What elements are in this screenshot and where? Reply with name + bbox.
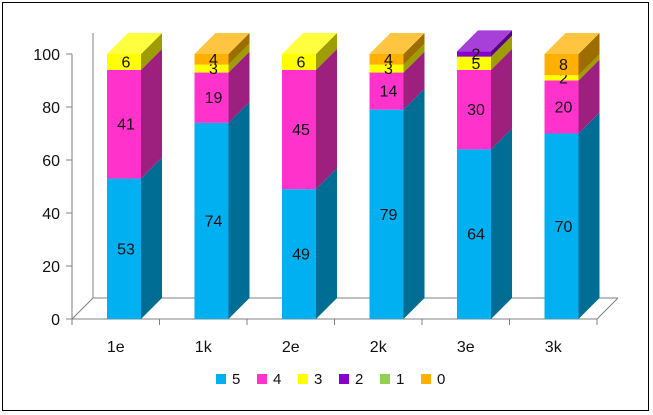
data-label: 5 (472, 56, 481, 73)
data-label: 41 (117, 117, 135, 134)
x-tick-label: 1e (107, 339, 125, 356)
bar-segment-side (403, 43, 425, 73)
bar-segment (194, 64, 229, 73)
x-tick-label: 3k (545, 339, 563, 356)
bar-segment-side (491, 35, 512, 70)
bar-segment-side (403, 88, 425, 320)
legend-swatch (339, 374, 349, 384)
bar-segment (544, 75, 579, 81)
legend-label: 0 (437, 371, 445, 388)
legend-label: 4 (273, 371, 281, 388)
bar-segment (282, 54, 316, 70)
bar-segment (369, 109, 404, 320)
data-label: 3 (384, 61, 393, 78)
bar-segment (369, 64, 404, 73)
bar-segment (194, 122, 229, 320)
legend-swatch (216, 374, 226, 384)
bar-segment-side (578, 33, 600, 76)
bar-segment-top (282, 33, 337, 54)
data-label: 30 (467, 102, 485, 119)
data-label: 2 (559, 70, 568, 87)
legend-label: 1 (396, 371, 404, 388)
bar-segment (282, 69, 316, 190)
data-label: 49 (292, 247, 310, 264)
bar-segment-side (316, 168, 337, 319)
x-tick-label: 2e (282, 339, 300, 356)
bar-segment-side (228, 51, 250, 123)
bar-segment-side (316, 33, 337, 70)
data-label: 6 (297, 54, 306, 71)
bar-segment-top (369, 33, 425, 54)
bar-segment (544, 80, 579, 134)
bar-segment (194, 72, 229, 123)
bar-segment-side (491, 30, 512, 57)
legend-swatch (421, 374, 431, 384)
data-label: 2 (472, 47, 481, 64)
floor-right-edge (596, 297, 619, 320)
x-tick-label: 1k (195, 339, 213, 356)
bar-segment-top (194, 33, 250, 54)
data-label: 70 (555, 219, 573, 236)
bar-segment-top (107, 33, 162, 54)
bar-segment-side (141, 157, 162, 319)
data-label: 64 (467, 227, 485, 244)
data-label: 79 (380, 207, 398, 224)
x-tick-label: 2k (370, 339, 388, 356)
bar-segment (457, 56, 491, 70)
data-label: 3 (209, 61, 218, 78)
bar-segment-side (403, 33, 425, 65)
legend-swatch (380, 374, 390, 384)
data-label: 45 (292, 122, 310, 139)
bar-segment (457, 149, 491, 319)
bar-segment (107, 69, 141, 179)
bar-segment-side (228, 43, 250, 73)
y-tick-label: 0 (51, 312, 60, 329)
bar-segment (107, 54, 141, 70)
bar-segment (544, 54, 579, 76)
legend-label: 2 (355, 371, 363, 388)
bar-segment-side (316, 48, 337, 190)
bar-segment (369, 54, 404, 65)
y-tick-label: 100 (33, 47, 60, 64)
bar-segment-side (491, 128, 512, 319)
bar-segment-side (228, 33, 250, 65)
bar-segment (194, 54, 229, 65)
bar-segment-side (578, 112, 600, 319)
data-label: 74 (205, 213, 223, 230)
data-label: 6 (122, 54, 131, 71)
data-label: 8 (559, 57, 568, 74)
bar-segment-top (544, 33, 600, 54)
bar-segment-side (141, 48, 162, 179)
bar-segment-side (578, 59, 600, 134)
y-tick-label: 40 (42, 206, 60, 223)
data-label: 20 (555, 100, 573, 117)
bar-segment-side (228, 101, 250, 320)
legend-swatch (298, 374, 308, 384)
legend-label: 5 (232, 371, 240, 388)
data-label: 4 (209, 52, 218, 69)
bar-segment (457, 51, 491, 57)
bar-segment (282, 189, 316, 319)
y-tick-label: 60 (42, 153, 60, 170)
data-label: 53 (117, 241, 135, 258)
bar-segment (369, 72, 404, 110)
bar-segment (457, 69, 491, 150)
x-tick-label: 3e (457, 339, 475, 356)
bar-segment-side (403, 51, 425, 110)
legend-swatch (257, 374, 267, 384)
bar-segment-side (578, 54, 600, 81)
legend-label: 3 (314, 371, 322, 388)
data-label: 19 (205, 90, 223, 107)
back-wall-edge (71, 33, 94, 320)
y-tick-label: 80 (42, 100, 60, 117)
y-tick-label: 20 (42, 259, 60, 276)
data-label: 4 (384, 52, 393, 69)
bar-segment (544, 133, 579, 319)
bar-segment-top (457, 30, 512, 52)
bar-segment-side (141, 33, 162, 70)
data-label: 14 (380, 84, 398, 101)
bar-segment-side (491, 48, 512, 150)
bar-segment (107, 178, 141, 319)
